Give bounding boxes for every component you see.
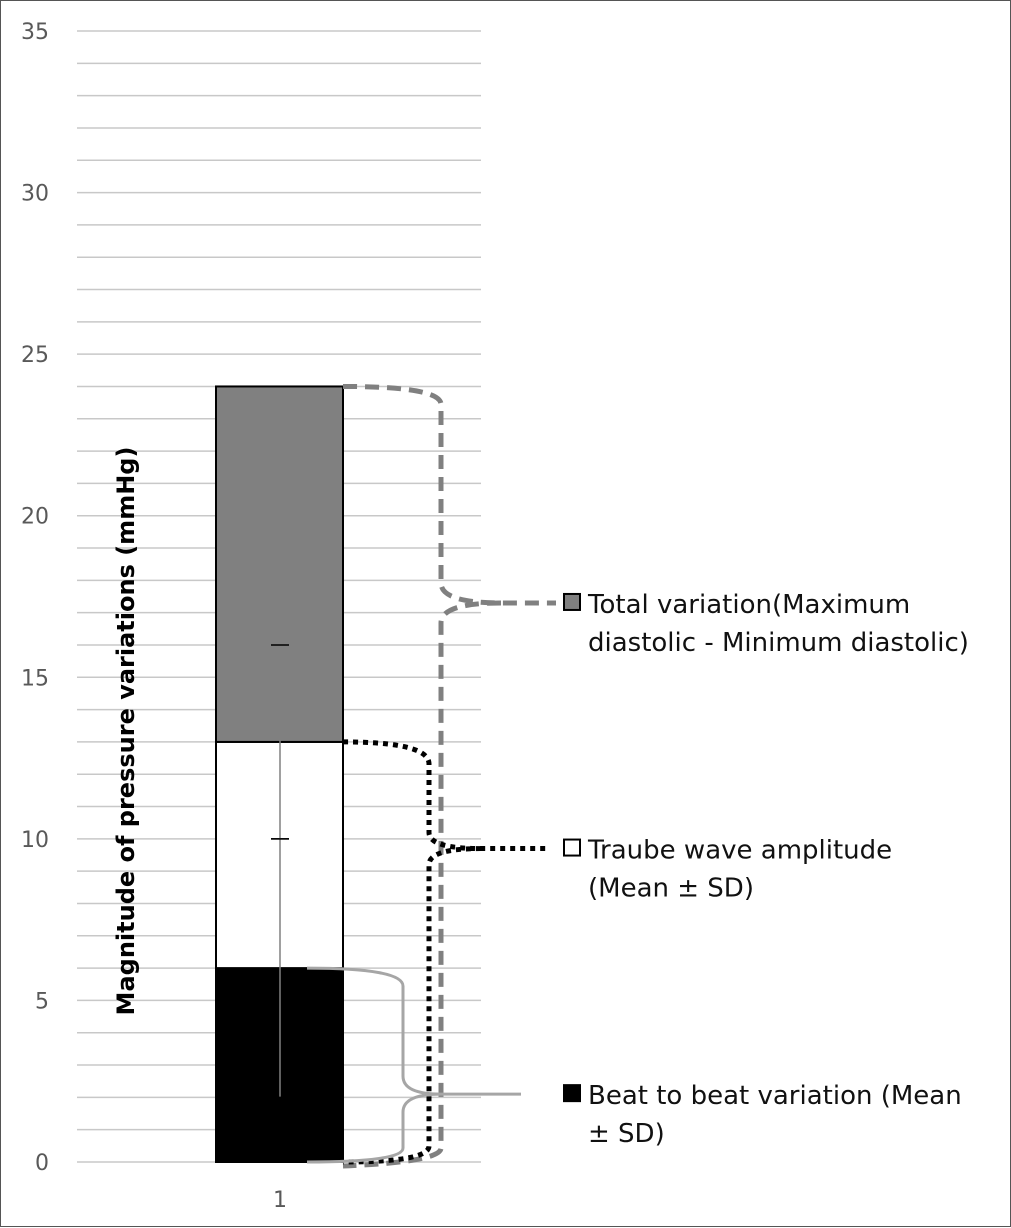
legend-swatch (563, 592, 581, 611)
y-tick-label: 25 (21, 343, 49, 368)
error-bars (271, 644, 289, 1099)
legend-label: Traube wave amplitude (587, 836, 892, 866)
y-tick-label: 5 (35, 989, 49, 1014)
y-axis-label: Magnitude of pressure variations (mmHg) (112, 447, 140, 1016)
legend-swatch (563, 1084, 581, 1103)
legend-label: Total variation(Maximum (587, 590, 910, 620)
y-tick-label: 30 (21, 182, 49, 207)
x-category-label: 1 (273, 1188, 287, 1213)
bar-stack (215, 385, 344, 1163)
total-variation-brace (342, 383, 556, 1169)
legend: Total variation(Maximum diastolic - Minim… (563, 590, 969, 1149)
beat-to-beat-brace (306, 966, 521, 1164)
y-tick-label: 20 (21, 505, 49, 530)
y-axis-ticks: 0 5 10 15 20 25 30 35 (21, 20, 49, 1176)
traube-wave-brace (342, 739, 549, 1165)
legend-label: ± SD) (588, 1119, 665, 1149)
legend-label: Beat to beat variation (Mean (588, 1081, 962, 1111)
legend-swatch (563, 838, 581, 857)
y-tick-label: 15 (21, 666, 49, 691)
y-tick-label: 35 (21, 20, 49, 45)
legend-label: (Mean ± SD) (588, 874, 754, 904)
y-tick-label: 0 (35, 1151, 49, 1176)
y-tick-label: 10 (21, 828, 49, 853)
brace-connectors (306, 383, 556, 1169)
legend-label: diastolic - Minimum diastolic) (588, 628, 969, 658)
